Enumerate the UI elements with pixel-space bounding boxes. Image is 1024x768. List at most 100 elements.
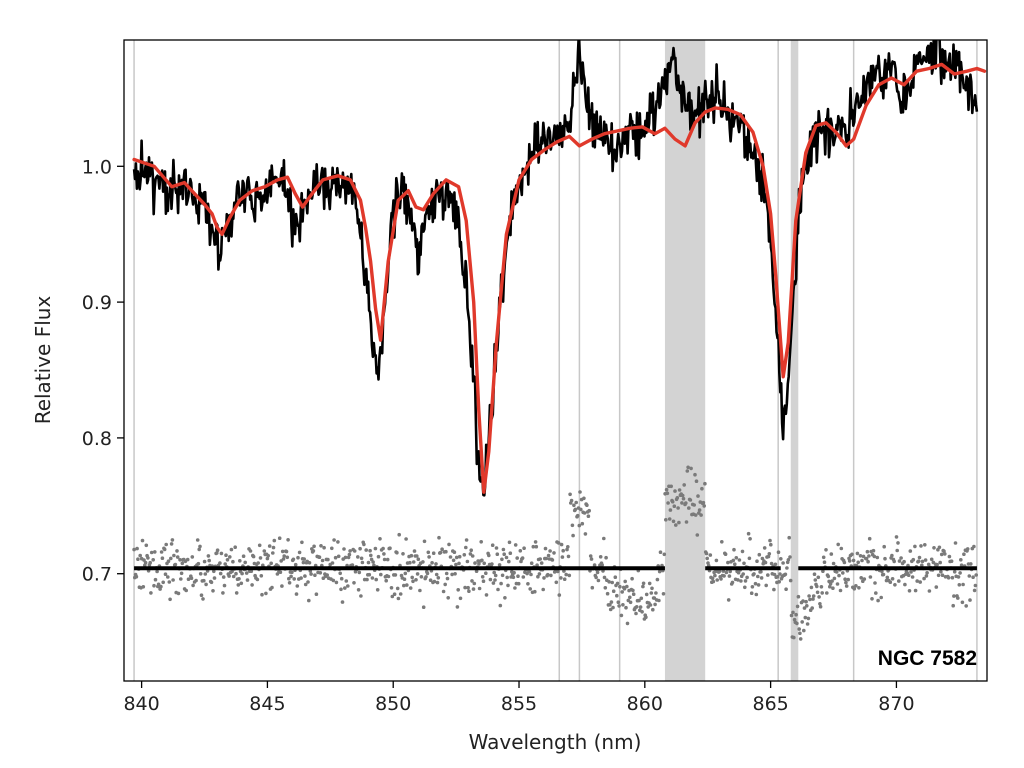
- residual-point: [405, 583, 409, 587]
- y-axis-title: Relative Flux: [31, 296, 55, 425]
- residual-point: [542, 576, 546, 580]
- residual-point: [300, 540, 304, 545]
- residual-point: [435, 580, 440, 585]
- residual-point: [920, 559, 925, 564]
- residual-point: [169, 542, 174, 546]
- residual-point: [909, 570, 913, 574]
- residual-point: [831, 586, 835, 590]
- residual-point: [488, 577, 493, 582]
- residual-point: [358, 546, 362, 551]
- residual-point: [382, 552, 386, 556]
- residual-point: [457, 561, 461, 566]
- residual-point: [623, 579, 627, 584]
- residual-point: [481, 579, 486, 583]
- residual-point: [269, 561, 274, 566]
- residual-point: [573, 507, 578, 512]
- residual-point: [344, 579, 349, 583]
- residual-point: [477, 586, 482, 591]
- residual-point: [596, 578, 601, 583]
- residual-point: [745, 575, 749, 580]
- residual-point: [169, 556, 173, 561]
- residual-point: [669, 484, 673, 489]
- residual-point: [617, 604, 621, 608]
- residual-point: [913, 588, 918, 593]
- residual-point: [171, 578, 175, 582]
- residual-point: [700, 486, 704, 491]
- residual-point: [426, 550, 431, 555]
- residual-point: [650, 586, 654, 591]
- residual-point: [412, 549, 417, 553]
- residual-point: [229, 547, 234, 552]
- residual-point: [639, 596, 644, 601]
- residual-point: [453, 572, 457, 576]
- residual-point: [772, 587, 776, 592]
- residual-point: [151, 558, 155, 562]
- residual-point: [844, 584, 849, 588]
- residual-point: [392, 592, 397, 596]
- residual-point: [343, 586, 347, 590]
- residual-point: [212, 576, 217, 580]
- residual-point: [624, 605, 628, 610]
- residual-point: [701, 500, 706, 505]
- residual-point: [436, 576, 441, 580]
- residual-point: [777, 580, 781, 584]
- residual-point: [682, 483, 686, 487]
- residual-point: [456, 588, 461, 592]
- residual-point: [746, 531, 751, 536]
- residual-point: [899, 556, 903, 560]
- residual-point: [743, 579, 748, 583]
- residual-point: [278, 570, 283, 574]
- residual-point: [198, 572, 203, 576]
- residual-point: [730, 580, 735, 585]
- residual-point: [197, 547, 201, 552]
- residual-point: [752, 572, 756, 576]
- residual-point: [680, 501, 684, 505]
- residual-point: [495, 552, 500, 556]
- residual-point: [318, 571, 323, 575]
- residual-point: [902, 559, 906, 564]
- residual-point: [672, 504, 677, 509]
- residual-point: [238, 559, 242, 563]
- residual-point: [326, 557, 330, 562]
- residual-point: [474, 569, 479, 573]
- residual-point: [434, 572, 439, 577]
- residual-point: [820, 591, 824, 595]
- residual-point: [176, 591, 181, 596]
- residual-point: [817, 595, 821, 599]
- residual-point: [494, 546, 499, 550]
- residual-point: [766, 573, 770, 577]
- residual-point: [842, 560, 847, 565]
- residual-point: [616, 600, 621, 604]
- residual-point: [390, 594, 395, 599]
- residual-point: [794, 612, 798, 617]
- residual-point: [607, 580, 611, 584]
- residual-point: [398, 592, 403, 596]
- residual-point: [611, 589, 616, 593]
- residual-point: [654, 591, 658, 595]
- residual-point: [574, 500, 578, 505]
- residual-point: [649, 591, 654, 595]
- x-tick-label: 850: [375, 693, 411, 715]
- residual-point: [640, 610, 644, 614]
- residual-point: [657, 598, 661, 603]
- residual-point: [715, 578, 719, 582]
- residual-point: [788, 555, 792, 559]
- residual-point: [644, 592, 649, 597]
- residual-point: [521, 575, 526, 579]
- residual-point: [724, 570, 729, 575]
- residual-point: [262, 549, 267, 553]
- y-tick-label: 0.9: [82, 292, 112, 314]
- residual-point: [201, 597, 205, 601]
- residual-point: [688, 498, 693, 502]
- residual-point: [166, 575, 170, 579]
- residual-point: [720, 540, 724, 544]
- residual-point: [207, 558, 211, 563]
- residual-point: [408, 586, 413, 590]
- residual-point: [175, 555, 180, 559]
- residual-point: [732, 547, 736, 552]
- residual-point: [463, 585, 467, 590]
- residual-point: [754, 592, 759, 597]
- residual-point: [784, 587, 788, 591]
- residual-point: [479, 540, 484, 544]
- residual-point: [303, 582, 308, 587]
